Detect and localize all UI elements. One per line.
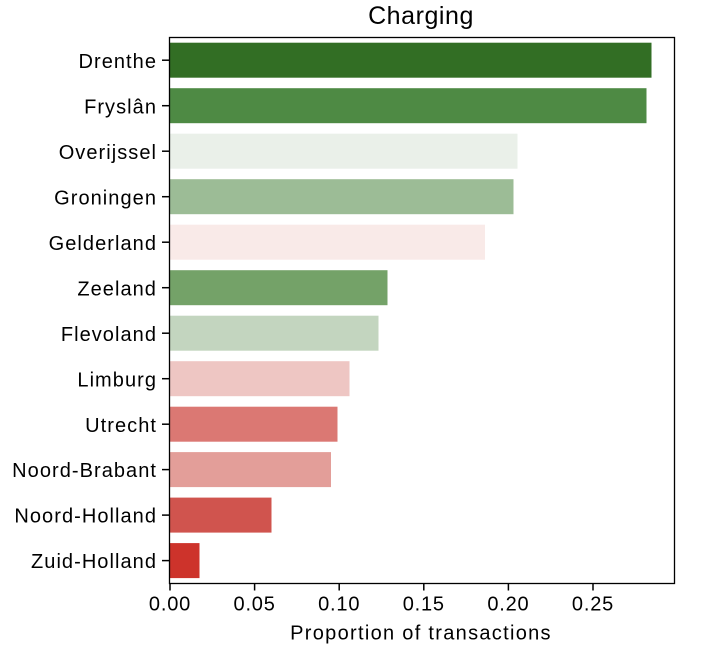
svg-text:Limburg: Limburg bbox=[77, 369, 157, 391]
svg-text:0.15: 0.15 bbox=[403, 594, 445, 616]
svg-text:0.20: 0.20 bbox=[487, 594, 529, 616]
svg-text:Groningen: Groningen bbox=[54, 187, 157, 209]
svg-text:Proportion of transactions: Proportion of transactions bbox=[290, 623, 552, 645]
svg-text:0.25: 0.25 bbox=[572, 594, 614, 616]
svg-text:Utrecht: Utrecht bbox=[85, 415, 157, 437]
svg-text:Gelderland: Gelderland bbox=[49, 233, 157, 255]
svg-text:Drenthe: Drenthe bbox=[78, 51, 157, 73]
svg-text:Zuid-Holland: Zuid-Holland bbox=[31, 551, 157, 573]
svg-text:Noord-Holland: Noord-Holland bbox=[14, 506, 157, 528]
svg-text:0.05: 0.05 bbox=[234, 594, 276, 616]
svg-text:Noord-Brabant: Noord-Brabant bbox=[12, 460, 157, 482]
svg-text:0.00: 0.00 bbox=[149, 594, 191, 616]
svg-text:Fryslân: Fryslân bbox=[84, 96, 157, 118]
svg-text:Overijssel: Overijssel bbox=[59, 142, 157, 164]
svg-text:0.10: 0.10 bbox=[318, 594, 360, 616]
svg-text:Charging: Charging bbox=[368, 2, 474, 30]
svg-text:Zeeland: Zeeland bbox=[77, 278, 157, 300]
svg-text:Flevoland: Flevoland bbox=[61, 324, 157, 346]
